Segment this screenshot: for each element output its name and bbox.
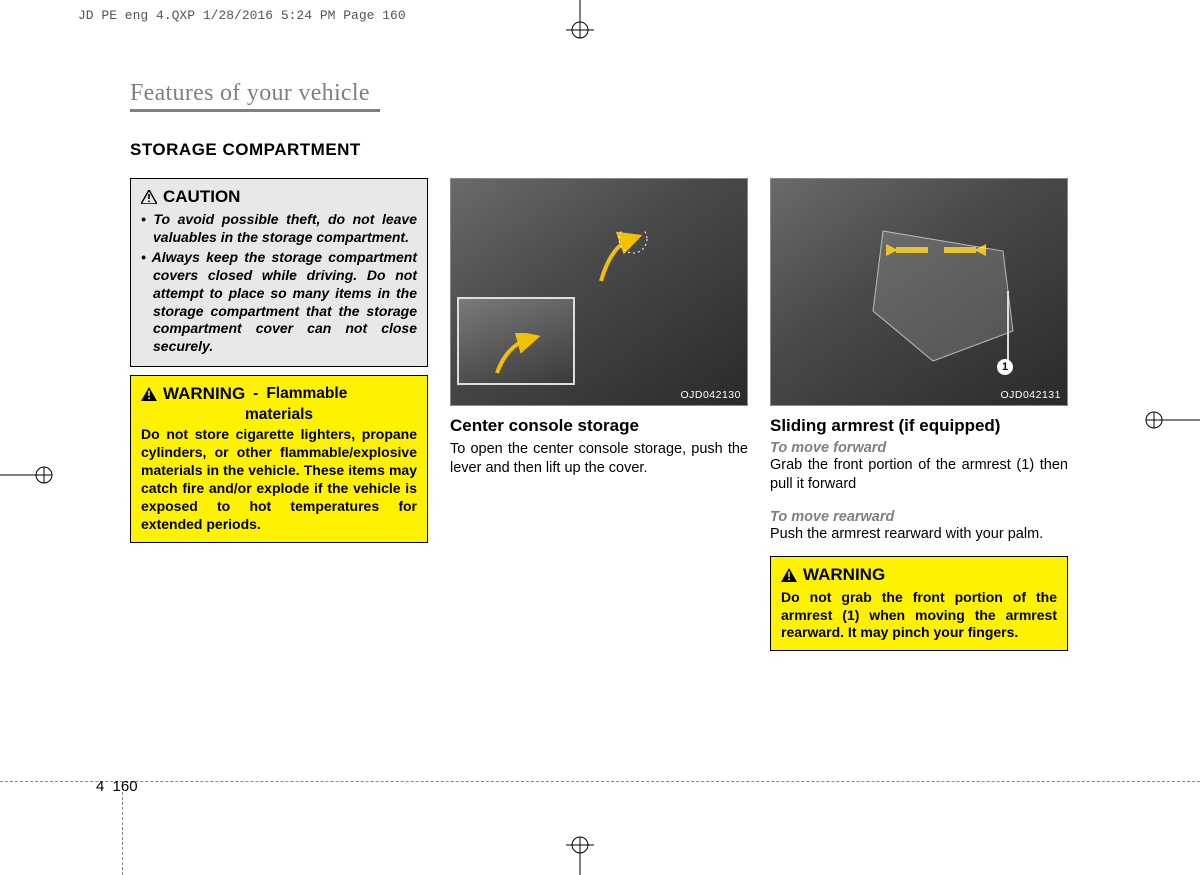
photo-sliding-armrest: 1 OJD042131	[770, 178, 1068, 406]
caution-box: CAUTION To avoid possible theft, do not …	[130, 178, 428, 367]
caution-triangle-icon	[141, 190, 157, 204]
print-header: JD PE eng 4.QXP 1/28/2016 5:24 PM Page 1…	[78, 8, 406, 23]
page-footer: 4 160	[96, 778, 138, 795]
warning1-dash: -	[253, 385, 258, 403]
caution-title: CAUTION	[163, 187, 240, 207]
arrow-inset-icon	[489, 333, 549, 383]
photo-id-2: OJD042131	[1000, 389, 1061, 401]
crop-mark-right-icon	[1140, 400, 1200, 440]
col2-heading: Center console storage	[450, 416, 748, 436]
warning2-body: Do not grab the front portion of the arm…	[781, 589, 1057, 643]
page-content: Features of your vehicle STORAGE COMPART…	[130, 80, 1070, 651]
column-2: OJD042130 Center console storage To open…	[450, 178, 748, 651]
warning-triangle-icon	[141, 387, 157, 401]
warning1-title-row: WARNING - Flammable	[141, 384, 417, 404]
armrest-overlay-icon	[863, 221, 1023, 371]
warning1-subtitle-2: materials	[141, 406, 417, 424]
warning2-title-row: WARNING	[781, 565, 1057, 585]
crop-mark-bottom-icon	[560, 835, 600, 875]
column-3: 1 OJD042131 Sliding armrest (if equipped…	[770, 178, 1068, 651]
section-heading: STORAGE COMPARTMENT	[130, 140, 1070, 160]
col3-heading: Sliding armrest (if equipped)	[770, 416, 1068, 436]
photo-id-1: OJD042130	[680, 389, 741, 401]
caution-item-2: Always keep the storage compartment cove…	[141, 249, 417, 356]
warning1-subtitle: Flammable	[266, 385, 347, 403]
crop-mark-left-icon	[0, 455, 60, 495]
col3-sub2-title: To move rearward	[770, 509, 1068, 525]
trim-dashed-vertical	[122, 782, 123, 875]
column-1: CAUTION To avoid possible theft, do not …	[130, 178, 428, 651]
callout-1: 1	[997, 359, 1013, 375]
chapter-title: Features of your vehicle	[130, 80, 1070, 107]
warning-triangle-icon	[781, 568, 797, 582]
trim-dashed-horizontal	[0, 781, 1200, 782]
photo-center-console: OJD042130	[450, 178, 748, 406]
footer-chapter: 4	[96, 778, 104, 795]
caution-title-row: CAUTION	[141, 187, 417, 207]
col3-sub2-body: Push the armrest rearward with your palm…	[770, 525, 1068, 544]
col3-sub1-title: To move forward	[770, 440, 1068, 456]
warning-armrest-box: WARNING Do not grab the front portion of…	[770, 556, 1068, 652]
chapter-rule	[130, 109, 380, 112]
crop-mark-top-icon	[560, 0, 600, 40]
caution-item-1: To avoid possible theft, do not leave va…	[141, 211, 417, 247]
col2-body: To open the center console storage, push…	[450, 440, 748, 477]
warning-flammable-box: WARNING - Flammable materials Do not sto…	[130, 375, 428, 542]
warning1-body: Do not store cigarette lighters, propane…	[141, 426, 417, 533]
warning2-title: WARNING	[803, 565, 885, 585]
footer-page: 160	[113, 778, 138, 795]
photo-inset	[457, 297, 575, 385]
warning1-title: WARNING	[163, 384, 245, 404]
arrow-lift-icon	[591, 231, 651, 291]
col3-sub1-body: Grab the front portion of the armrest (1…	[770, 456, 1068, 493]
